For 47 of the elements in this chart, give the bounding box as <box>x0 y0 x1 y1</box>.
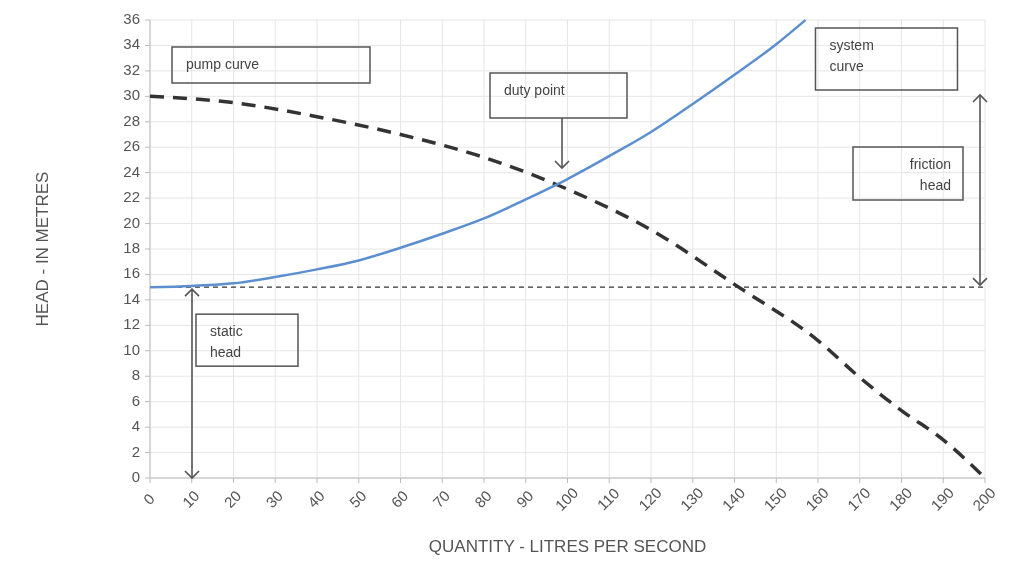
y-tick-label: 10 <box>123 340 140 358</box>
series-label: pump curve <box>186 56 260 72</box>
y-tick-label: 12 <box>123 315 140 333</box>
y-tick-label: 20 <box>123 213 140 231</box>
y-tick-label: 16 <box>123 264 140 282</box>
text: system curve <box>829 37 874 74</box>
y-tick-label: 14 <box>123 289 140 307</box>
x-tick-label: 160 <box>802 484 832 514</box>
y-tick-label: 28 <box>123 111 140 129</box>
x-tick-label: 140 <box>718 484 749 514</box>
x-tick-label: 190 <box>927 484 958 514</box>
x-tick-label: 50 <box>345 487 370 511</box>
line-series <box>148 18 807 289</box>
y-tick-label: 2 <box>131 442 140 460</box>
y-tick-label: 30 <box>123 86 140 104</box>
y-tick-label: 26 <box>123 137 140 155</box>
x-tick-label: 180 <box>885 484 916 514</box>
x-tick-label: 100 <box>551 484 582 514</box>
y-tick-label: 36 <box>123 9 140 27</box>
x-tick-label: 70 <box>429 487 454 511</box>
x-tick-label: 150 <box>760 484 791 514</box>
x-tick-label: 40 <box>304 487 328 511</box>
x-tick-label: 30 <box>262 487 287 511</box>
x-tick-label: 170 <box>843 484 874 514</box>
x-tick-label: 20 <box>220 487 245 511</box>
annotation: static head <box>210 323 243 361</box>
y-tick-label: 24 <box>123 162 140 180</box>
y-tick-label: 4 <box>131 417 140 435</box>
y-tick-label: 6 <box>131 391 140 409</box>
annotation: friction head <box>909 156 951 193</box>
x-tick-label: 90 <box>512 487 537 511</box>
y-tick-label: 32 <box>123 60 140 78</box>
x-axis-title: QUANTITY - LITRES PER SECOND <box>428 537 707 556</box>
y-tick-label: 0 <box>131 467 140 485</box>
x-tick-label: 200 <box>969 484 999 514</box>
x-tick-label: 60 <box>387 487 412 511</box>
x-tick-label: 110 <box>593 484 623 514</box>
y-tick-label: 22 <box>123 188 140 206</box>
y-axis-title: HEAD - IN METRES <box>33 171 52 327</box>
x-tick-label: 10 <box>178 487 203 511</box>
y-tick-label: 34 <box>123 35 140 53</box>
y-tick-label: 18 <box>123 238 140 256</box>
annotation: duty point <box>504 82 565 98</box>
y-tick-label: 8 <box>131 366 140 384</box>
x-tick-label: 120 <box>635 484 665 514</box>
x-tick-label: 130 <box>676 484 707 514</box>
x-tick-label: 80 <box>471 487 495 511</box>
